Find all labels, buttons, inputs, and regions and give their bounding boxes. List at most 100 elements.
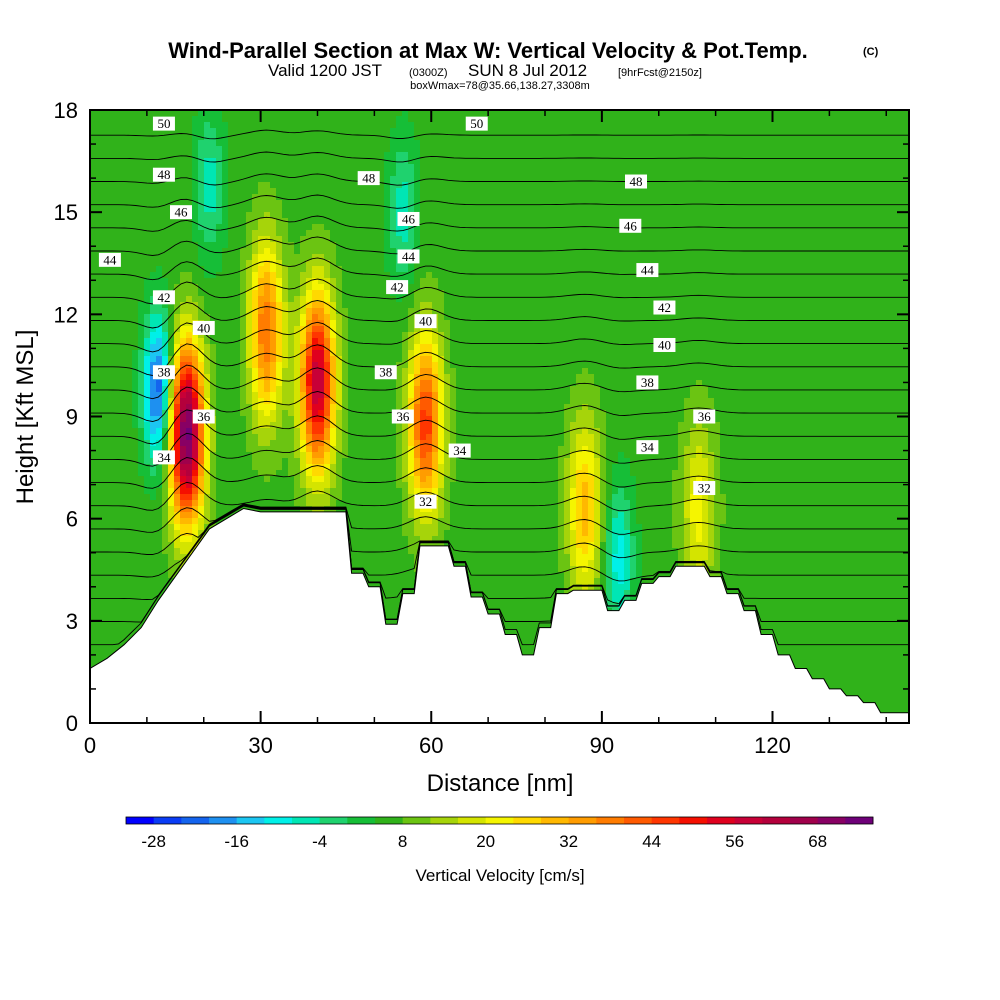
w-cell bbox=[618, 188, 625, 195]
w-cell bbox=[756, 206, 763, 213]
w-cell bbox=[108, 218, 115, 225]
w-cell bbox=[408, 122, 415, 129]
w-cell bbox=[372, 188, 379, 195]
w-cell bbox=[252, 140, 259, 147]
w-cell bbox=[894, 158, 901, 165]
w-cell bbox=[408, 140, 415, 147]
w-cell bbox=[288, 140, 295, 147]
w-cell bbox=[378, 128, 385, 135]
w-cell bbox=[894, 200, 901, 207]
w-cell bbox=[522, 152, 529, 159]
w-cell bbox=[762, 170, 769, 177]
w-cell bbox=[564, 200, 571, 207]
w-cell bbox=[522, 200, 529, 207]
w-cell bbox=[582, 122, 589, 129]
w-cell bbox=[96, 122, 103, 129]
w-cell bbox=[540, 218, 547, 225]
w-cell bbox=[528, 170, 535, 177]
w-cell bbox=[672, 206, 679, 213]
w-cell bbox=[798, 164, 805, 171]
w-cell bbox=[564, 182, 571, 189]
w-cell bbox=[600, 218, 607, 225]
w-cell bbox=[132, 206, 139, 213]
w-cell bbox=[516, 158, 523, 165]
w-cell bbox=[444, 206, 451, 213]
w-cell bbox=[822, 158, 829, 165]
w-cell bbox=[678, 128, 685, 135]
w-cell bbox=[624, 206, 631, 213]
w-cell bbox=[528, 152, 535, 159]
w-cell bbox=[300, 200, 307, 207]
w-cell bbox=[732, 116, 739, 123]
w-cell bbox=[576, 218, 583, 225]
w-cell bbox=[264, 182, 271, 189]
w-cell bbox=[630, 128, 637, 135]
w-cell bbox=[660, 164, 667, 171]
w-cell bbox=[822, 182, 829, 189]
w-cell bbox=[792, 194, 799, 201]
w-cell bbox=[852, 218, 859, 225]
w-cell bbox=[864, 218, 871, 225]
w-cell bbox=[258, 224, 265, 231]
w-cell bbox=[762, 188, 769, 195]
w-cell bbox=[414, 116, 421, 123]
w-cell bbox=[774, 224, 781, 231]
w-cell bbox=[606, 158, 613, 165]
w-cell bbox=[114, 170, 121, 177]
w-cell bbox=[114, 224, 121, 231]
w-cell bbox=[642, 224, 649, 231]
w-cell bbox=[648, 206, 655, 213]
w-cell bbox=[486, 218, 493, 225]
w-cell bbox=[372, 146, 379, 153]
w-cell bbox=[864, 224, 871, 231]
w-cell bbox=[756, 128, 763, 135]
w-cell bbox=[846, 146, 853, 153]
w-cell bbox=[300, 158, 307, 165]
w-cell bbox=[630, 152, 637, 159]
w-cell bbox=[372, 224, 379, 231]
w-cell bbox=[288, 116, 295, 123]
w-cell bbox=[516, 164, 523, 171]
w-cell bbox=[348, 158, 355, 165]
w-cell bbox=[120, 128, 127, 135]
w-cell bbox=[384, 194, 391, 201]
w-cell bbox=[444, 188, 451, 195]
w-cell bbox=[432, 182, 439, 189]
w-cell bbox=[102, 194, 109, 201]
w-cell bbox=[420, 170, 427, 177]
w-cell bbox=[132, 212, 139, 219]
w-cell bbox=[792, 140, 799, 147]
w-cell bbox=[612, 140, 619, 147]
w-cell bbox=[618, 170, 625, 177]
w-cell bbox=[378, 206, 385, 213]
w-cell bbox=[714, 170, 721, 177]
w-cell bbox=[744, 200, 751, 207]
w-cell bbox=[420, 188, 427, 195]
w-cell bbox=[378, 122, 385, 129]
title-unit-mark: (C) bbox=[863, 46, 879, 58]
w-cell bbox=[420, 140, 427, 147]
w-cell bbox=[192, 116, 199, 123]
box-wmax-info: boxWmax=78@35.66,138.27,3308m bbox=[410, 80, 590, 92]
w-cell bbox=[480, 158, 487, 165]
w-cell bbox=[816, 116, 823, 123]
w-cell bbox=[222, 116, 229, 123]
w-cell bbox=[510, 164, 517, 171]
w-cell bbox=[876, 212, 883, 219]
w-cell bbox=[192, 170, 199, 177]
w-cell bbox=[756, 224, 763, 231]
w-cell bbox=[582, 176, 589, 183]
w-cell bbox=[474, 194, 481, 201]
w-cell bbox=[204, 146, 211, 153]
w-cell bbox=[750, 164, 757, 171]
w-cell bbox=[420, 206, 427, 213]
w-cell bbox=[222, 146, 229, 153]
w-cell bbox=[534, 194, 541, 201]
w-cell bbox=[150, 200, 157, 207]
w-cell bbox=[318, 224, 325, 231]
w-cell bbox=[534, 152, 541, 159]
w-cell bbox=[114, 140, 121, 147]
w-cell bbox=[432, 212, 439, 219]
w-cell bbox=[882, 122, 889, 129]
w-cell bbox=[300, 122, 307, 129]
